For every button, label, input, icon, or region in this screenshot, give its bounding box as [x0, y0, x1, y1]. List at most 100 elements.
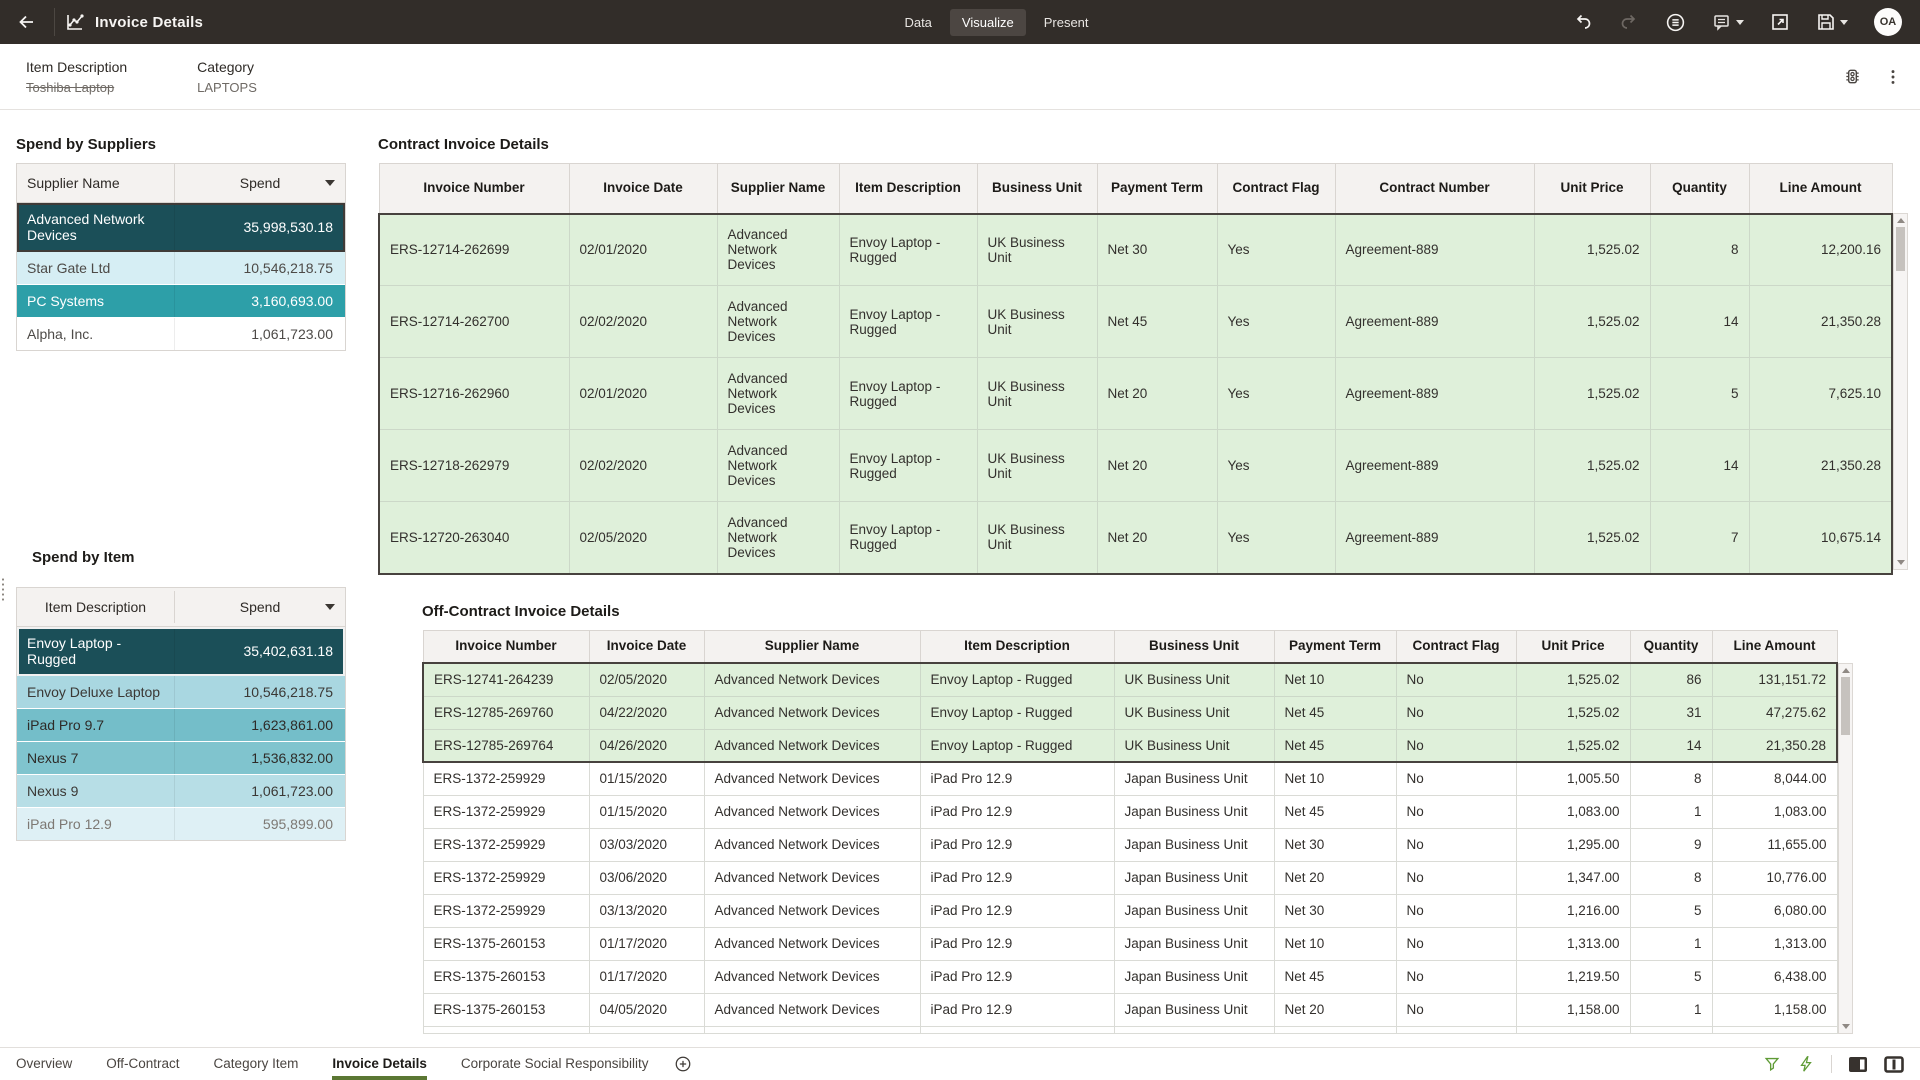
canvas-tab-overview[interactable]: Overview [16, 1056, 73, 1071]
item-spend-cell: 35,402,631.18 [243, 643, 333, 659]
col-item-description[interactable]: Item Description [838, 163, 978, 214]
col-payment-term[interactable]: Payment Term [1096, 163, 1218, 214]
off-contract-table-row[interactable]: ERS-12785-269764 04/26/2020 Advanced Netw… [422, 728, 1838, 763]
scrollbar-thumb[interactable] [1841, 676, 1850, 735]
col-payment-term[interactable]: Payment Term [1273, 629, 1397, 664]
contract-table-row[interactable]: ERS-12714-262700 02/02/2020 Advanced Netw… [378, 285, 1893, 358]
contract-table-row[interactable]: ERS-12720-263040 02/05/2020 Advanced Netw… [378, 501, 1893, 575]
tab-visualize[interactable]: Visualize [949, 8, 1026, 36]
item-row[interactable]: Envoy Laptop - Rugged 35,402,631.18 [17, 627, 345, 676]
comment-icon [1714, 15, 1729, 31]
col-invoice-number[interactable]: Invoice Number [378, 163, 570, 214]
divider [1831, 1055, 1832, 1073]
kebab-menu-button[interactable] [1884, 68, 1902, 86]
canvas-tab-invoice-details[interactable]: Invoice Details [332, 1048, 427, 1080]
add-canvas-button[interactable] [674, 1048, 692, 1080]
off-contract-table-row[interactable] [422, 1026, 1838, 1034]
filter-item-description[interactable]: Item Description Toshiba Laptop [26, 59, 127, 95]
refresh-data-button[interactable] [1665, 12, 1686, 33]
scrollbar-thumb[interactable] [1896, 227, 1905, 271]
main-visualization-area: Contract Invoice Details Invoice Number … [376, 110, 1920, 1047]
col-invoice-date[interactable]: Invoice Date [588, 629, 705, 664]
sort-caret-icon [325, 604, 335, 610]
column-header-spend[interactable]: Spend [175, 164, 345, 202]
supplier-row[interactable]: Advanced Network Devices 35,998,530.18 [17, 203, 345, 252]
off-contract-table-row[interactable]: ERS-12785-269760 04/22/2020 Advanced Netw… [422, 695, 1838, 730]
column-header-spend[interactable]: Spend [175, 588, 345, 626]
export-button[interactable] [1770, 12, 1790, 32]
item-row[interactable]: Nexus 7 1,536,832.00 [17, 742, 345, 775]
off-contract-table-row[interactable]: ERS-12741-264239 02/05/2020 Advanced Netw… [422, 662, 1838, 697]
col-supplier-name[interactable]: Supplier Name [716, 163, 840, 214]
col-contract-number[interactable]: Contract Number [1334, 163, 1535, 214]
contract-table-row[interactable]: ERS-12718-262979 02/02/2020 Advanced Netw… [378, 429, 1893, 502]
off-contract-table-row[interactable]: ERS-1372-259929 01/15/2020 Advanced Netwo… [422, 794, 1838, 829]
off-contract-table-row[interactable]: ERS-1375-260153 01/17/2020 Advanced Netwo… [422, 926, 1838, 961]
col-business-unit[interactable]: Business Unit [1113, 629, 1275, 664]
off-contract-table-row[interactable]: ERS-1375-260153 04/05/2020 Advanced Netwo… [422, 992, 1838, 1027]
off-contract-table-row[interactable]: ERS-1372-259929 01/15/2020 Advanced Netwo… [422, 761, 1838, 796]
mode-tabs: Data Visualize Present [420, 8, 1573, 36]
contract-table-row[interactable]: ERS-12716-262960 02/01/2020 Advanced Netw… [378, 357, 1893, 430]
avatar[interactable]: OA [1874, 8, 1902, 36]
filter-category[interactable]: Category LAPTOPS [197, 59, 257, 95]
off-contract-table-row[interactable]: ERS-1372-259929 03/13/2020 Advanced Netwo… [422, 893, 1838, 928]
col-invoice-date[interactable]: Invoice Date [568, 163, 718, 214]
canvas-tab-csr[interactable]: Corporate Social Responsibility [460, 1056, 649, 1071]
spend-by-suppliers-table: Supplier Name Spend Advanced Network Dev… [16, 163, 346, 351]
col-line-amount[interactable]: Line Amount [1748, 163, 1893, 214]
vertical-scrollbar[interactable] [1838, 662, 1853, 1034]
vertical-scrollbar[interactable] [1893, 213, 1908, 570]
auto-apply-button[interactable] [1797, 1055, 1815, 1073]
canvas-tab-category-item[interactable]: Category Item [213, 1056, 299, 1071]
column-header-supplier-name[interactable]: Supplier Name [17, 164, 175, 202]
off-contract-table-row[interactable]: ERS-1372-259929 03/06/2020 Advanced Netwo… [422, 860, 1838, 895]
col-invoice-number[interactable]: Invoice Number [422, 629, 590, 664]
undo-button[interactable] [1573, 12, 1593, 32]
canvas-filter-button[interactable] [1763, 1055, 1781, 1073]
col-unit-price[interactable]: Unit Price [1533, 163, 1651, 214]
item-row[interactable]: iPad Pro 9.7 1,623,861.00 [17, 709, 345, 742]
back-button[interactable] [10, 5, 44, 39]
item-row[interactable]: iPad Pro 12.9 595,899.00 [17, 808, 345, 840]
table-header: Supplier Name Spend [17, 164, 345, 203]
column-header-item-description[interactable]: Item Description [17, 591, 175, 623]
col-quantity[interactable]: Quantity [1649, 163, 1750, 214]
off-contract-table-row[interactable]: ERS-1375-260153 01/17/2020 Advanced Netwo… [422, 959, 1838, 994]
left-visualization-panel: Spend by Suppliers Supplier Name Spend A… [0, 110, 376, 1047]
col-business-unit[interactable]: Business Unit [976, 163, 1098, 214]
scroll-down-icon [1841, 1023, 1850, 1029]
tab-data[interactable]: Data [904, 14, 932, 30]
item-name-cell: Envoy Laptop - Rugged [17, 627, 175, 675]
col-unit-price[interactable]: Unit Price [1515, 629, 1631, 664]
col-contract-flag[interactable]: Contract Flag [1216, 163, 1336, 214]
tab-present[interactable]: Present [1043, 14, 1089, 30]
save-icon [1818, 14, 1834, 30]
supplier-row[interactable]: PC Systems 3,160,693.00 [17, 285, 345, 318]
off-contract-table-row[interactable]: ERS-1372-259929 03/03/2020 Advanced Netwo… [422, 827, 1838, 862]
panel-resize-handle[interactable] [1, 577, 5, 603]
save-menu-button[interactable] [1816, 12, 1848, 32]
page-title: Invoice Details [95, 13, 204, 31]
contract-invoice-table: Invoice Number Invoice Date Supplier Nam… [378, 163, 1893, 575]
supplier-row[interactable]: Alpha, Inc. 1,061,723.00 [17, 318, 345, 350]
item-row[interactable]: Envoy Deluxe Laptop 10,546,218.75 [17, 676, 345, 709]
col-supplier-name[interactable]: Supplier Name [703, 629, 921, 664]
item-row[interactable]: Nexus 9 1,061,723.00 [17, 775, 345, 808]
col-contract-flag[interactable]: Contract Flag [1395, 629, 1517, 664]
redo-button[interactable] [1619, 12, 1639, 32]
supplier-row[interactable]: Star Gate Ltd 10,546,218.75 [17, 252, 345, 285]
filter-controls-button[interactable] [1843, 67, 1862, 86]
annotate-menu-button[interactable] [1712, 12, 1744, 32]
workbook-chart-icon [67, 14, 84, 30]
contract-table-row[interactable]: ERS-12714-262699 02/01/2020 Advanced Netw… [378, 212, 1893, 286]
col-item-description[interactable]: Item Description [919, 629, 1115, 664]
supplier-name-cell: PC Systems [17, 285, 175, 317]
open-in-window-icon [1772, 14, 1788, 30]
col-quantity[interactable]: Quantity [1629, 629, 1713, 664]
col-line-amount[interactable]: Line Amount [1711, 629, 1838, 664]
layout-split-button[interactable] [1884, 1055, 1904, 1073]
scroll-down-icon [1896, 560, 1905, 565]
canvas-tab-off-contract[interactable]: Off-Contract [106, 1056, 180, 1071]
layout-panel-right-button[interactable] [1848, 1056, 1868, 1073]
